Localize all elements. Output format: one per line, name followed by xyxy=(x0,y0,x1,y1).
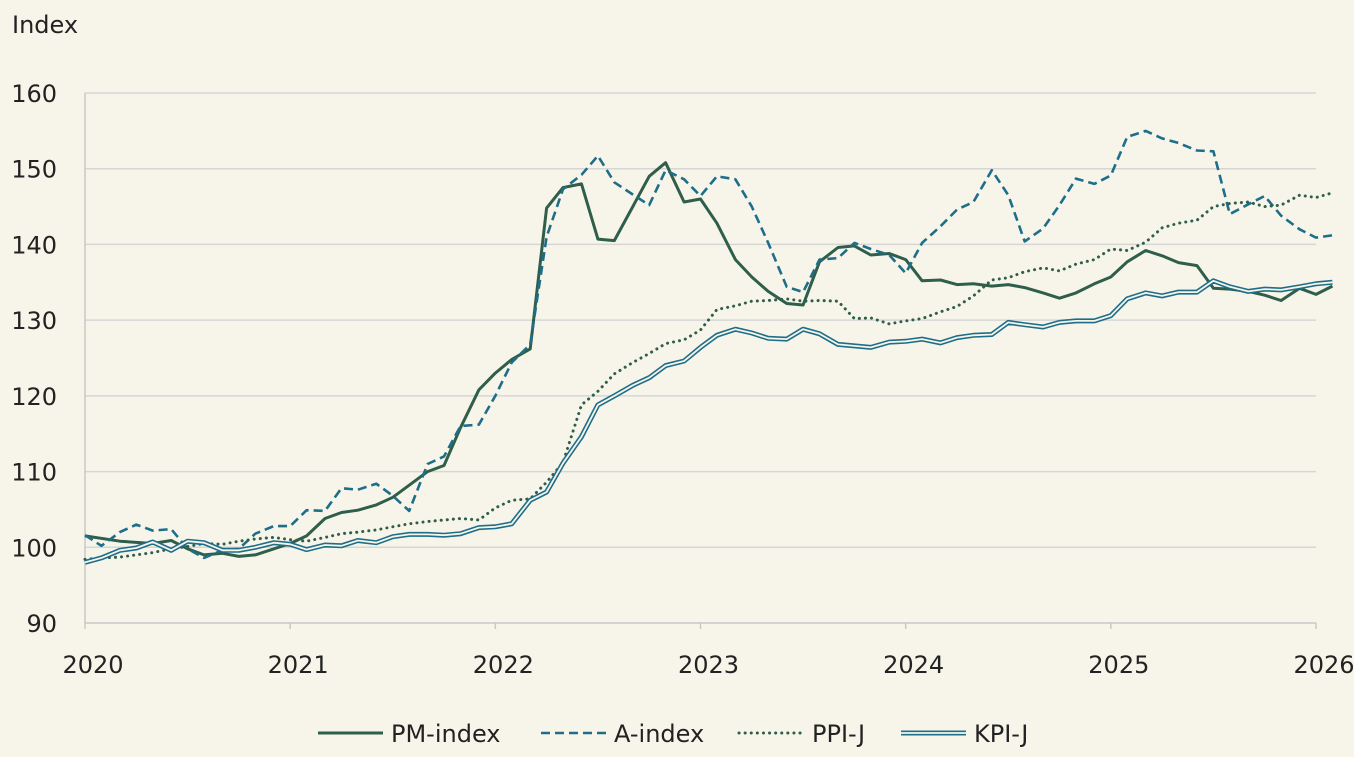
legend-label: KPI-J xyxy=(974,720,1028,748)
x-tick-label: 2025 xyxy=(1088,651,1149,679)
x-tick-labels: 2020 2021 2022 2023 2024 2025 2026 xyxy=(62,623,1354,679)
x-tick-label: 2026 xyxy=(1293,651,1354,679)
x-tick-label: 2021 xyxy=(268,651,329,679)
series-line-pm-index xyxy=(84,161,1334,558)
legend-label: PM-index xyxy=(391,720,501,748)
legend-item-a-index: A-index xyxy=(541,720,704,748)
x-tick-label: 2024 xyxy=(883,651,944,679)
y-tick-label: 120 xyxy=(11,383,57,411)
y-tick-label: 110 xyxy=(11,459,57,487)
series-line-a-index xyxy=(84,129,1333,560)
gridlines xyxy=(85,92,1316,549)
legend-label: A-index xyxy=(614,720,704,748)
y-tick-labels: 90 100 110 120 130 140 150 160 xyxy=(11,80,57,638)
y-tick-label: 140 xyxy=(11,231,57,259)
y-tick-label: 90 xyxy=(26,610,57,638)
x-tick-label: 2020 xyxy=(62,651,123,679)
series-line-kpi-j-inner xyxy=(84,279,1333,564)
x-tick-label: 2022 xyxy=(473,651,534,679)
legend-item-ppi-j: PPI-J xyxy=(737,720,865,748)
series-line-ppi-j xyxy=(83,191,1334,561)
y-axis-title: Index xyxy=(12,11,78,39)
y-tick-label: 130 xyxy=(11,307,57,335)
legend-item-kpi-j: KPI-J xyxy=(901,720,1028,748)
x-tick-label: 2023 xyxy=(678,651,739,679)
y-tick-label: 150 xyxy=(11,156,57,184)
legend-label: PPI-J xyxy=(812,720,865,748)
y-tick-label: 160 xyxy=(11,80,57,108)
y-tick-label: 100 xyxy=(11,534,57,562)
legend-item-pm-index: PM-index xyxy=(318,720,501,748)
legend: PM-index A-index PPI-J KPI-J xyxy=(318,720,1028,748)
series-line-kpi-j xyxy=(84,278,1333,565)
series-lines xyxy=(83,129,1334,565)
